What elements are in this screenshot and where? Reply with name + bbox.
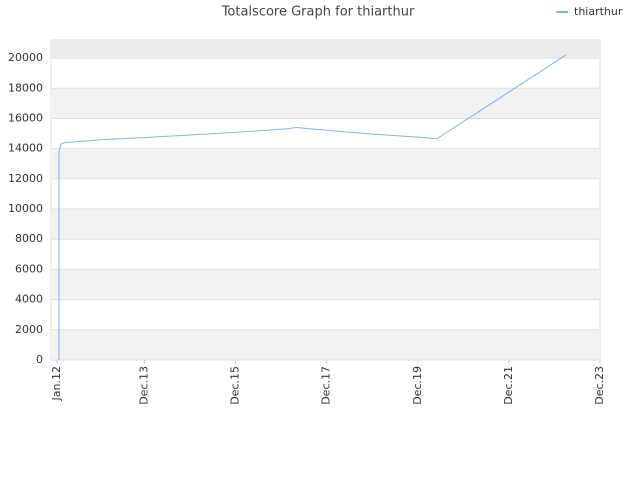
x-tick-label: Dec.17: [320, 366, 333, 405]
grid-band: [51, 88, 600, 119]
legend-label: thiarthur: [574, 5, 623, 18]
grid-band: [51, 40, 600, 59]
x-tick-label: Dec.13: [137, 366, 150, 405]
x-tick-label: Dec.23: [593, 366, 606, 405]
x-tick-label: Dec.15: [229, 366, 242, 405]
grid-band: [51, 269, 600, 300]
y-tick-label: 6000: [15, 262, 43, 275]
y-tick-label: 16000: [8, 111, 43, 124]
grid-band: [51, 329, 600, 360]
y-tick-label: 14000: [8, 142, 43, 155]
y-tick-label: 18000: [8, 81, 43, 94]
y-tick-label: 8000: [15, 232, 43, 245]
y-tick-label: 2000: [15, 323, 43, 336]
y-tick-label: 12000: [8, 172, 43, 185]
x-tick-label: Dec.19: [411, 366, 424, 405]
y-tick-label: 0: [36, 353, 43, 366]
grid-band: [51, 148, 600, 179]
y-tick-label: 10000: [8, 202, 43, 215]
x-tick-label: Jan.12: [50, 366, 63, 401]
x-tick-label: Dec.21: [502, 366, 515, 405]
series-line: [58, 54, 567, 360]
grid-band: [51, 209, 600, 240]
y-tick-label: 4000: [15, 293, 43, 306]
y-tick-label: 20000: [8, 51, 43, 64]
chart-title: Totalscore Graph for thiarthur: [221, 5, 415, 20]
